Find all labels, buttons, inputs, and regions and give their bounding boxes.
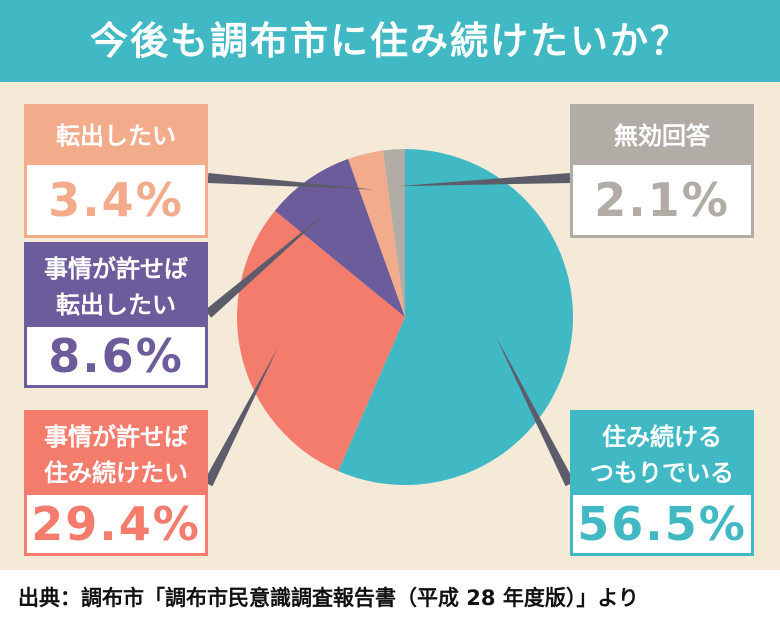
slice-move-out-if-possible [274,158,405,317]
slice-stay-if-possible [237,210,405,472]
callout-no-answer: 無効回答 2.1% [570,104,754,238]
callout-move-out: 転出したい 3.4% [24,104,208,238]
title-banner: 今後も調布市に住み続けたいか？ [0,0,780,82]
callout-value: 56.5% [577,497,747,551]
slice-intend-to-stay [338,149,573,485]
chart-title: 今後も調布市に住み続けたいか？ [89,19,690,63]
callout-label: 事情が許せば 転出したい [27,245,205,327]
callout-value: 2.1% [594,173,730,227]
leader-line [204,210,330,318]
slice-move-out [348,150,405,317]
callout-value: 3.4% [48,173,184,227]
callout-label: 無効回答 [573,107,751,165]
pie-slices [237,149,573,485]
slice-no-answer [382,149,405,317]
callout-label: 転出したい [27,107,205,165]
callout-intend-to-stay: 住み続ける つもりでいる 56.5% [570,410,754,556]
leader-line [207,173,375,190]
callout-move-out-if-possible: 事情が許せば 転出したい 8.6% [24,242,208,388]
callout-stay-if-possible: 事情が許せば 住み続けたい 29.4% [24,410,208,556]
source-note: 出典：調布市「調布市民意識調査報告書（平成 28 年度版）」より [18,586,639,610]
callout-label: 事情が許せば 住み続けたい [27,413,205,495]
chart-panel: 無効回答 2.1% 転出したい 3.4% 事情が許せば 転出したい 8.6% 事… [0,82,780,570]
leader-line [495,335,575,487]
leader-lines [203,173,575,487]
callout-value: 29.4% [31,497,201,551]
leader-line [203,347,278,487]
callout-value: 8.6% [48,329,184,383]
pie-chart [203,149,575,487]
callout-label: 住み続ける つもりでいる [573,413,751,495]
leader-line [396,173,571,187]
